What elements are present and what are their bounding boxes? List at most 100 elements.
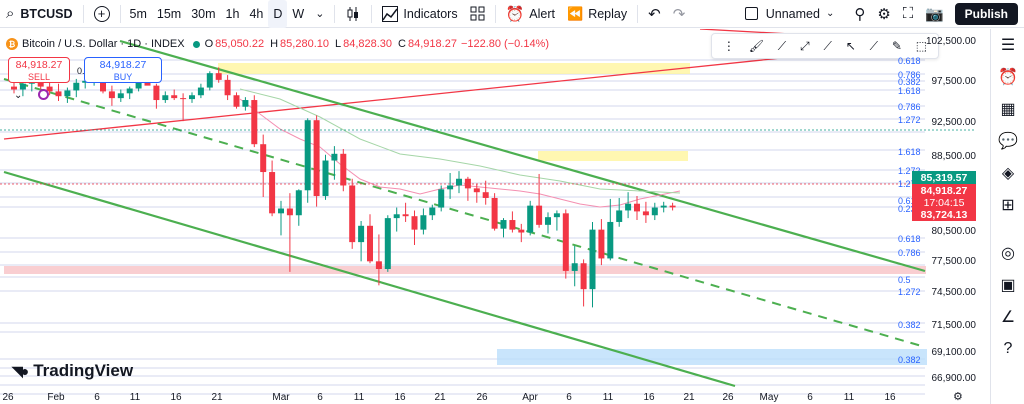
help-icon[interactable]: ? xyxy=(1003,340,1013,357)
support-zone xyxy=(497,349,927,365)
candle-body xyxy=(206,73,213,88)
settings-button[interactable]: ⚙ xyxy=(871,0,896,28)
chart-type-button[interactable] xyxy=(339,0,367,28)
open-value: 85,050.22 xyxy=(215,38,265,50)
candle-body xyxy=(197,87,204,96)
fib-label: 0.618 xyxy=(898,56,921,66)
timeframe-15m[interactable]: 15m xyxy=(156,6,182,21)
timeframe-30m[interactable]: 30m xyxy=(191,6,216,21)
cursor-icon[interactable]: ↖ xyxy=(845,39,856,53)
price-axis-label: 69,100.00 xyxy=(931,347,977,358)
time-axis-label: Feb xyxy=(47,392,65,403)
timeframe-1h[interactable]: 1h xyxy=(225,6,240,21)
symbol-search[interactable]: ⌕ BTCUSD xyxy=(0,0,79,28)
candle-body xyxy=(429,207,436,216)
time-axis-label: 16 xyxy=(394,392,406,403)
timeframe-5m[interactable]: 5m xyxy=(129,6,147,21)
quick-search-button[interactable]: ⚲ xyxy=(848,0,871,28)
publish-button[interactable]: Publish xyxy=(954,3,1018,25)
supply-zone-top xyxy=(218,63,690,74)
drawing-toolbar: ⋮ 🖌 ⟋ ⤢ ⟋ ↖ ⟋ ✎ ⬚ xyxy=(711,33,939,59)
candle-body xyxy=(464,178,471,189)
time-axis[interactable]: 26 Feb 6 11 16 21 Mar 6 11 16 21 26 Apr … xyxy=(0,390,990,404)
object-tree-icon[interactable]: ▦ xyxy=(1000,101,1016,118)
layout-name: Unnamed xyxy=(765,6,820,21)
candle-body xyxy=(571,263,578,271)
time-axis-label: 26 xyxy=(476,392,488,403)
time-axis-label: Mar xyxy=(272,392,290,403)
fib-label: 1.272 xyxy=(898,166,921,176)
layouts-button[interactable] xyxy=(464,0,491,28)
candle-body xyxy=(420,215,427,230)
trendline-icon[interactable]: ⟋ xyxy=(777,38,787,53)
fullscreen-button[interactable]: ⛶ xyxy=(897,0,920,28)
indicators-button[interactable]: Indicators xyxy=(376,0,463,28)
apps-icon[interactable]: ⊞ xyxy=(1001,197,1015,214)
sell-button[interactable]: 84,918.27 SELL xyxy=(8,57,70,83)
price-chart[interactable] xyxy=(0,29,990,404)
indicator-status-icon[interactable] xyxy=(38,89,49,100)
fib-label: 0.786 xyxy=(898,70,921,80)
rewind-icon: ⏪ xyxy=(567,5,584,21)
alerts-icon[interactable]: ⏰ xyxy=(998,69,1018,86)
redo-button[interactable]: ↷ xyxy=(667,0,692,28)
candle-body xyxy=(634,203,640,212)
compare-button[interactable]: + xyxy=(88,0,116,28)
time-axis-label: 6 xyxy=(317,392,323,403)
line-tool-icon[interactable]: ⟋ xyxy=(869,38,878,53)
buy-button[interactable]: 84,918.27 BUY xyxy=(84,57,162,83)
candle-body xyxy=(171,95,178,99)
layout-name-button[interactable]: Unnamed ⌄ xyxy=(739,0,841,28)
search-gear-icon: ⚲ xyxy=(854,5,866,23)
hotlists-icon[interactable]: ◎ xyxy=(1001,245,1015,262)
calendar-icon[interactable]: ▣ xyxy=(1000,277,1016,294)
extended-line-icon[interactable]: ⟋ xyxy=(823,38,832,53)
alarm-clock-icon: ⏰ xyxy=(505,5,525,23)
timeframe-d[interactable]: D xyxy=(268,0,288,28)
drag-handle-icon[interactable]: ⋮ xyxy=(722,39,735,53)
fib-label: 1.272 xyxy=(898,179,921,189)
chart-pane[interactable]: ₿ Bitcoin / U.S. Dollar · 1D · INDEX O 85… xyxy=(0,29,990,404)
divider xyxy=(494,4,496,23)
timeframe-dropdown[interactable]: ⌄ xyxy=(315,8,325,20)
time-axis-label: 11 xyxy=(129,392,141,403)
fib-label: 0.618 xyxy=(898,234,921,244)
price-axis-label: 74,500.00 xyxy=(931,287,977,298)
chat-icon[interactable]: 💬 xyxy=(998,133,1018,150)
candle-body xyxy=(562,213,569,271)
candle-body xyxy=(251,100,258,145)
undo-button[interactable]: ↶ xyxy=(642,0,667,28)
legend-title: Bitcoin / U.S. Dollar · 1D · INDEX xyxy=(22,38,185,50)
candle-body xyxy=(108,91,115,99)
timeframe-w[interactable]: W xyxy=(292,6,305,21)
time-axis-label: 6 xyxy=(94,392,100,403)
layers-icon[interactable]: ◈ xyxy=(1001,165,1015,182)
candle-body xyxy=(135,77,142,89)
camera-icon: 📷 xyxy=(925,5,944,23)
demand-zone xyxy=(4,266,926,274)
fib-label: 0.382 xyxy=(898,77,921,87)
candle-body xyxy=(313,120,320,197)
candle-body xyxy=(37,79,44,87)
brush-icon[interactable]: 🖌 xyxy=(748,39,764,53)
ray-icon[interactable]: ⤢ xyxy=(800,38,810,53)
timeframe-4h[interactable]: 4h xyxy=(249,6,264,21)
price-axis-label: 92,500.00 xyxy=(931,117,977,128)
fullscreen-icon: ⛶ xyxy=(902,5,914,22)
market-open-icon xyxy=(192,40,200,48)
candle-body xyxy=(527,205,534,233)
rectangle-icon[interactable]: ⬚ xyxy=(915,39,928,53)
candle-body xyxy=(447,185,454,190)
candle-body xyxy=(224,79,231,96)
ideas-icon[interactable]: ∠ xyxy=(1000,309,1016,326)
change-value: −122.80 (−0.14%) xyxy=(460,38,550,50)
axis-settings-gear-icon[interactable]: ⚙ xyxy=(953,391,963,403)
pencil-icon[interactable]: ✎ xyxy=(891,39,902,53)
watchlist-icon[interactable]: ☰ xyxy=(1000,37,1016,54)
candle-body xyxy=(500,220,507,229)
alert-button[interactable]: ⏰ Alert xyxy=(500,0,561,28)
replay-button[interactable]: ⏪ Replay xyxy=(561,0,633,28)
collapse-legend-icon[interactable]: ⌄ xyxy=(14,90,23,101)
channel-lower xyxy=(3,170,736,388)
snapshot-button[interactable]: 📷 xyxy=(919,0,950,28)
